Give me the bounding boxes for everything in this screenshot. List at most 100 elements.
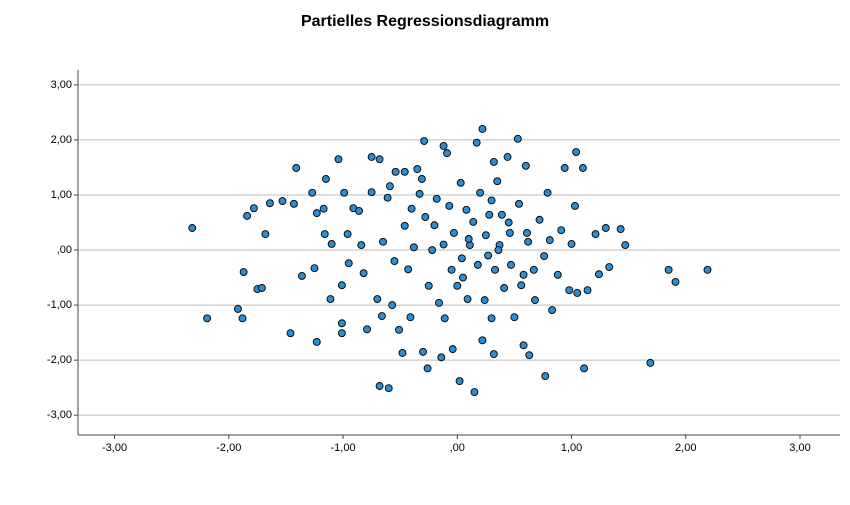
x-tick-label: ,00 xyxy=(450,442,465,454)
point xyxy=(249,204,258,213)
point xyxy=(337,329,346,338)
point xyxy=(233,304,242,313)
point xyxy=(439,142,448,150)
point xyxy=(420,137,429,145)
point xyxy=(503,153,512,161)
point xyxy=(605,263,614,272)
point xyxy=(591,230,600,239)
point xyxy=(375,155,384,164)
x-tick-label: 1,00 xyxy=(561,442,582,454)
point xyxy=(261,230,270,239)
point xyxy=(519,270,528,279)
point xyxy=(572,148,581,156)
point xyxy=(500,284,509,292)
y-tick-label: 3,00 xyxy=(51,79,72,91)
point xyxy=(491,265,499,274)
point xyxy=(583,286,592,295)
point xyxy=(432,194,441,203)
point xyxy=(505,229,514,237)
point xyxy=(400,167,409,176)
point xyxy=(377,312,386,321)
point xyxy=(489,157,498,166)
y-tick-label: ,00 xyxy=(57,244,72,256)
point xyxy=(519,341,528,350)
point xyxy=(343,230,352,239)
point xyxy=(344,259,353,268)
point xyxy=(417,175,426,183)
point xyxy=(504,218,513,227)
point xyxy=(447,265,456,274)
point xyxy=(430,221,439,230)
point xyxy=(383,193,392,202)
point xyxy=(510,313,519,322)
point xyxy=(459,273,467,282)
point xyxy=(472,138,481,147)
point xyxy=(395,325,403,334)
point xyxy=(409,243,418,252)
point xyxy=(265,199,274,208)
point xyxy=(404,265,413,274)
point xyxy=(567,240,576,248)
point xyxy=(464,235,473,243)
point xyxy=(312,209,321,218)
point xyxy=(448,345,457,354)
point xyxy=(553,270,562,279)
point xyxy=(445,202,454,210)
point xyxy=(421,213,430,221)
point xyxy=(375,382,384,390)
point xyxy=(621,241,630,250)
x-tick-label: 2,00 xyxy=(675,442,696,454)
point xyxy=(580,364,589,373)
point xyxy=(493,177,502,186)
point xyxy=(494,246,503,254)
point xyxy=(545,236,554,245)
point xyxy=(373,295,382,303)
point xyxy=(188,224,197,232)
y-tick-label: -2,00 xyxy=(47,354,72,366)
point xyxy=(462,205,471,214)
point xyxy=(238,314,247,323)
point xyxy=(367,153,376,161)
point xyxy=(390,257,399,265)
x-tick-label: -1,00 xyxy=(331,442,356,454)
point xyxy=(523,229,531,237)
point xyxy=(428,246,437,254)
point xyxy=(531,296,539,305)
point xyxy=(419,347,427,356)
point xyxy=(321,175,330,183)
x-tick-label: 3,00 xyxy=(789,442,810,454)
point xyxy=(543,188,552,197)
point xyxy=(507,260,515,269)
point xyxy=(379,237,387,246)
point xyxy=(239,268,248,276)
point xyxy=(423,364,432,373)
point xyxy=(489,350,498,359)
point xyxy=(664,265,673,274)
point xyxy=(497,210,506,219)
point xyxy=(470,388,479,397)
point xyxy=(278,197,287,205)
point xyxy=(310,264,319,273)
point xyxy=(515,199,523,208)
point xyxy=(424,281,433,290)
point xyxy=(484,251,493,260)
point xyxy=(671,278,680,286)
point xyxy=(312,338,321,346)
point xyxy=(616,225,625,234)
point xyxy=(481,231,490,240)
point xyxy=(367,188,376,197)
point xyxy=(286,329,295,338)
point xyxy=(476,188,485,197)
point xyxy=(357,241,366,250)
point xyxy=(415,189,424,198)
point xyxy=(334,155,343,164)
point xyxy=(443,149,451,158)
point xyxy=(703,265,712,274)
point xyxy=(455,377,464,385)
point xyxy=(398,349,407,357)
point xyxy=(594,270,603,279)
y-tick-label: -1,00 xyxy=(47,299,72,311)
chart-title: Partielles Regressionsdiagramm xyxy=(301,13,549,30)
point xyxy=(453,281,462,290)
point xyxy=(535,215,544,224)
